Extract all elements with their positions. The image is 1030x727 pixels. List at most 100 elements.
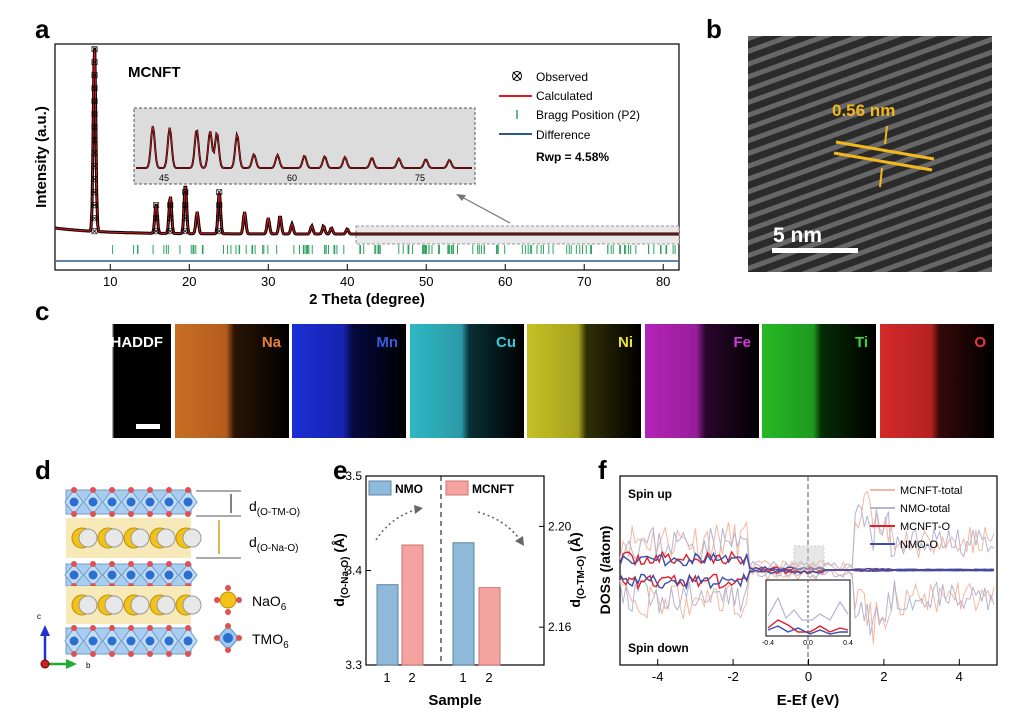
panel-label-a: a xyxy=(35,14,50,44)
inset-tick-45: 45 xyxy=(159,173,169,183)
o-atom xyxy=(147,487,153,493)
map-label-na: Na xyxy=(261,334,281,351)
tm-atom xyxy=(88,636,98,646)
xrd-legend: Observed Calculated Bragg Position (P2) … xyxy=(499,70,640,164)
o-atom xyxy=(71,625,77,631)
map-ti: Ti xyxy=(762,324,876,438)
na-atom-partial xyxy=(78,528,98,548)
zoom-box xyxy=(793,545,825,571)
tm-atom xyxy=(164,570,174,580)
x-tick-label-20: 20 xyxy=(182,274,196,289)
o-atom xyxy=(185,511,191,517)
hrtem-lattice xyxy=(748,36,992,272)
observed-marker: ⊠ xyxy=(91,44,99,54)
map-label-ni: Ni xyxy=(618,334,633,351)
e-legend: NMO MCNFT xyxy=(368,480,515,496)
tm-atom xyxy=(107,570,117,580)
observed-marker: ⊠ xyxy=(216,213,224,223)
tm-atom xyxy=(183,497,193,507)
axis-c-label: c xyxy=(37,612,41,621)
spin-down-label: Spin down xyxy=(628,641,689,655)
bar-nmo-right xyxy=(452,542,475,666)
na-atom-partial xyxy=(182,528,202,548)
o-atom xyxy=(109,625,115,631)
f-x-axis-label: E-Ef (eV) xyxy=(777,692,840,709)
tmo6-label: TMO6 xyxy=(252,631,289,651)
tm-atom xyxy=(69,497,79,507)
right-tick-label-2.16: 2.16 xyxy=(548,620,572,634)
legend-mcnft: MCNFT xyxy=(472,482,515,496)
o-atom xyxy=(71,651,77,657)
lattice-spacing-label: 0.56 nm xyxy=(832,101,895,120)
observed-marker: ⊠ xyxy=(91,83,99,93)
map-label-mn: Mn xyxy=(376,334,398,351)
o-atom xyxy=(90,487,96,493)
spin-up-label: Spin up xyxy=(628,487,672,501)
left-tick-label-3.3: 3.3 xyxy=(345,658,362,672)
observed-marker: ⊠ xyxy=(91,57,99,67)
observed-marker: ⊠ xyxy=(182,213,190,223)
axis-origin xyxy=(40,659,50,669)
zoom-arrow xyxy=(459,195,511,224)
o-atom xyxy=(147,561,153,567)
observed-marker: ⊠ xyxy=(152,200,160,210)
category-label-3: 2 xyxy=(485,670,492,685)
category-label-0: 1 xyxy=(383,670,390,685)
legend-mcnft-total: MCNFT-total xyxy=(900,485,962,497)
f-inset-tick-zero: 0.0 xyxy=(803,640,813,647)
observed-marker: ⊠ xyxy=(91,187,99,197)
f-inset-tick-neg: -0.4 xyxy=(762,640,774,647)
map-label-haddf: HADDF xyxy=(110,334,164,351)
rwp-value: Rwp = 4.58% xyxy=(536,150,609,164)
observed-marker: ⊠ xyxy=(91,135,99,145)
o-atom xyxy=(71,487,77,493)
x-tick-label-60: 60 xyxy=(498,274,512,289)
left-tick-label-3.5: 3.5 xyxy=(345,470,362,483)
observed-marker: ⊠ xyxy=(167,226,175,236)
na-atom-partial xyxy=(182,595,202,615)
map-o: O xyxy=(880,324,994,438)
na-atom-partial xyxy=(104,595,124,615)
tm-atom xyxy=(183,570,193,580)
observed-marker: ⊠ xyxy=(91,226,99,236)
f-tick-label-2: 2 xyxy=(880,669,887,684)
bond-length-bar-chart: 3.3 3.4 3.5 2.16 2.20 1 2 1 2 NMO MCNFT Sample d… xyxy=(331,470,587,709)
o-atom xyxy=(128,511,134,517)
x-tick-label-70: 70 xyxy=(577,274,591,289)
tm-atom xyxy=(145,570,155,580)
na-atom-partial xyxy=(156,528,176,548)
x-tick-label-40: 40 xyxy=(340,274,354,289)
trend-arrowhead-left xyxy=(414,505,423,514)
category-label-1: 2 xyxy=(408,670,415,685)
nao6-icon xyxy=(214,585,242,615)
f-tick-label-4: 4 xyxy=(956,669,963,684)
tm-atom xyxy=(88,497,98,507)
observed-marker: ⊠ xyxy=(152,226,160,236)
crystal-structure: d(O-TM-O) d(O-Na-O) NaO6 TMO6 c b xyxy=(37,487,300,670)
dos-nmo-o-up xyxy=(619,551,995,571)
tm-atom xyxy=(145,497,155,507)
f-tick-label--4: -4 xyxy=(652,669,664,684)
o-atom xyxy=(166,511,172,517)
observed-marker: ⊠ xyxy=(91,213,99,223)
bar-mcnft-left xyxy=(401,544,424,666)
legend-nmo-total: NMO-total xyxy=(900,503,950,515)
legend-calculated: Calculated xyxy=(536,89,593,103)
trend-arrowhead-right xyxy=(515,536,524,546)
observed-marker: ⊠ xyxy=(152,213,160,223)
map-fe: Fe xyxy=(645,324,759,438)
map-haddf: HADDF xyxy=(57,324,171,438)
tm-atom xyxy=(164,497,174,507)
tm-atom xyxy=(145,636,155,646)
observed-marker: ⊠ xyxy=(91,148,99,158)
o-atom xyxy=(166,625,172,631)
observed-marker: ⊠ xyxy=(216,226,224,236)
xrd-refinement-chart: Intensity (a.u.) 2 Theta (degree) MCNFT … xyxy=(33,43,680,308)
observed-marker: ⊠ xyxy=(91,96,99,106)
legend-nmo: NMO xyxy=(395,482,423,496)
tm-atom xyxy=(107,497,117,507)
map-label-o: O xyxy=(974,334,986,351)
observed-marker: ⊠ xyxy=(182,187,190,197)
o-atom xyxy=(109,561,115,567)
scale-bar-label: 5 nm xyxy=(773,224,822,247)
